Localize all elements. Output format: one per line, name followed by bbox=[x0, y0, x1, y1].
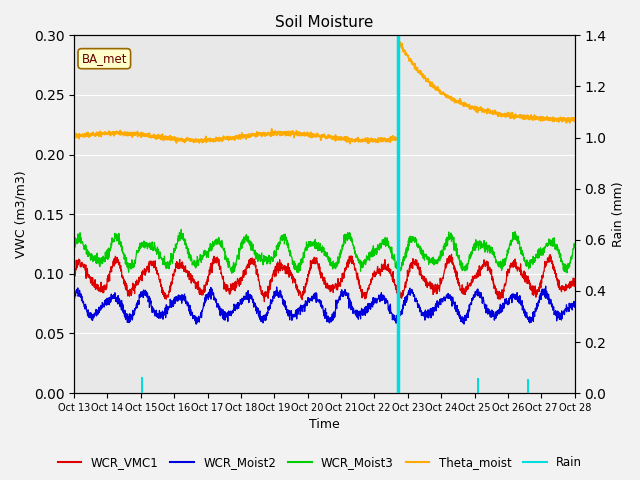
Y-axis label: VWC (m3/m3): VWC (m3/m3) bbox=[15, 170, 28, 258]
Bar bbox=[397, 296, 399, 393]
Bar bbox=[141, 376, 143, 393]
Y-axis label: Rain (mm): Rain (mm) bbox=[612, 181, 625, 247]
Bar bbox=[527, 379, 529, 393]
Bar bbox=[477, 378, 479, 393]
Title: Soil Moisture: Soil Moisture bbox=[275, 15, 374, 30]
Text: BA_met: BA_met bbox=[81, 52, 127, 65]
X-axis label: Time: Time bbox=[309, 419, 340, 432]
Legend: WCR_VMC1, WCR_Moist2, WCR_Moist3, Theta_moist, Rain: WCR_VMC1, WCR_Moist2, WCR_Moist3, Theta_… bbox=[53, 452, 587, 474]
